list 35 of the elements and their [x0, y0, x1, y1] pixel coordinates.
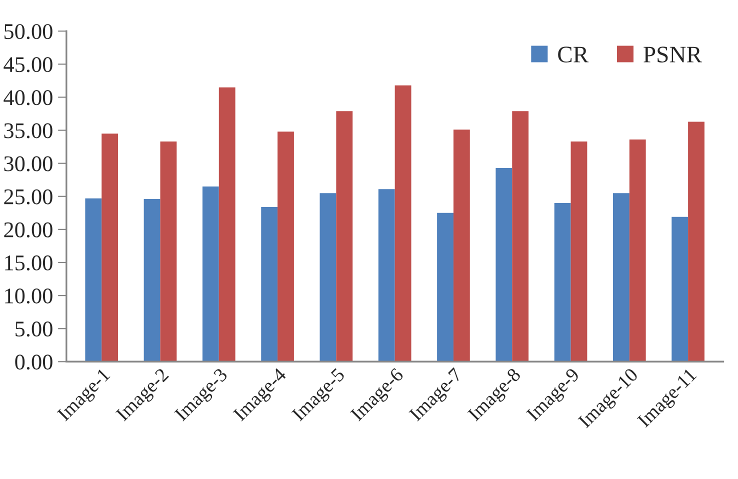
y-tick-label: 35.00 [4, 123, 52, 138]
legend-label: PSNR [644, 46, 702, 63]
bar [320, 193, 336, 362]
y-tick-label: 10.00 [5, 288, 52, 304]
bar [144, 199, 160, 362]
y-tick-label: 45.00 [4, 57, 52, 72]
bar [437, 212, 454, 362]
bar [336, 111, 353, 362]
y-tick-label: 30.00 [4, 156, 52, 172]
y-tick-label: 25.00 [4, 189, 52, 204]
y-tick-label: 20.00 [4, 222, 52, 238]
bar [218, 87, 236, 362]
bar [570, 142, 588, 362]
y-tick-label: 5.00 [16, 322, 52, 337]
bar [160, 142, 177, 362]
bar [672, 216, 688, 362]
bar [102, 134, 118, 362]
bar [688, 122, 704, 362]
y-tick-label: 0.00 [15, 354, 52, 370]
y-tick-label: 40.00 [4, 90, 52, 106]
bar [612, 193, 630, 362]
bar [394, 85, 412, 362]
bar [202, 186, 219, 362]
bar [378, 189, 395, 362]
bar [629, 140, 646, 362]
bar [496, 168, 512, 362]
y-tick-label: 15.00 [5, 255, 52, 271]
legend-label: CR [558, 46, 589, 63]
bar [453, 130, 470, 362]
bar [85, 198, 102, 362]
bar [261, 206, 278, 362]
bar [278, 132, 294, 362]
bar [512, 111, 529, 362]
y-tick-label: 50.00 [4, 24, 52, 40]
bar [554, 203, 571, 362]
